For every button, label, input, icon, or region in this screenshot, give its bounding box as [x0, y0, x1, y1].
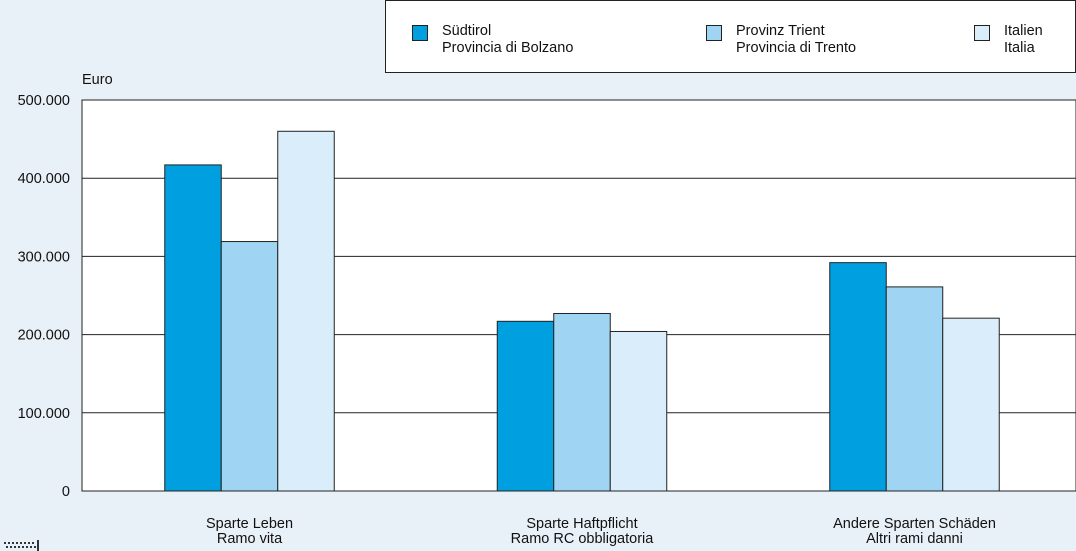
logo-mark — [4, 540, 39, 551]
x-category-label: Andere Sparten Schäden — [833, 516, 996, 532]
bar — [553, 312, 611, 492]
y-tick-label: 400.000 — [18, 171, 70, 187]
bar — [496, 320, 555, 492]
bar — [829, 262, 887, 492]
y-axis-ticks: 0 100.000 200.000 300.000 400.000 500.000 — [18, 93, 70, 500]
legend-label-de: Provinz Trient — [736, 23, 825, 39]
bar — [942, 317, 1000, 492]
legend-label-de: Südtirol — [442, 23, 492, 39]
legend-item-trient: Provinz Trient Provincia di Trento — [706, 23, 856, 57]
legend-swatch-suedtirol — [412, 25, 428, 41]
y-tick-label: 100.000 — [18, 406, 70, 422]
bars — [164, 130, 1000, 492]
y-tick-label: 0 — [62, 484, 70, 500]
bar — [609, 330, 668, 492]
y-axis-unit-label: Euro — [82, 72, 113, 88]
legend-swatch-trient — [706, 25, 722, 41]
legend-label-it: Provincia di Bolzano — [442, 40, 574, 56]
bar — [277, 130, 335, 492]
y-tick-label: 300.000 — [18, 249, 70, 265]
x-category-label: Sparte Leben — [206, 516, 293, 532]
bar — [164, 164, 222, 492]
legend-item-suedtirol: Südtirol Provincia di Bolzano — [412, 23, 573, 57]
legend-label-it: Italia — [1004, 40, 1035, 56]
x-category-label: Sparte Haftpflicht — [526, 516, 637, 532]
x-category-label: Ramo vita — [217, 531, 283, 547]
y-tick-label: 500.000 — [18, 93, 70, 109]
legend-label-de: Italien — [1004, 23, 1043, 39]
legend-label-it: Provincia di Trento — [736, 40, 857, 56]
legend-swatch-italien — [974, 25, 990, 41]
legend-item-italien: Italien Italia — [974, 23, 1043, 57]
bar — [885, 286, 944, 492]
legend: Südtirol Provincia di Bolzano Provinz Tr… — [385, 0, 1076, 73]
y-tick-label: 200.000 — [18, 328, 70, 344]
x-category-label: Altri rami danni — [866, 531, 963, 547]
x-category-label: Ramo RC obbligatoria — [511, 531, 655, 547]
bar — [220, 241, 279, 492]
